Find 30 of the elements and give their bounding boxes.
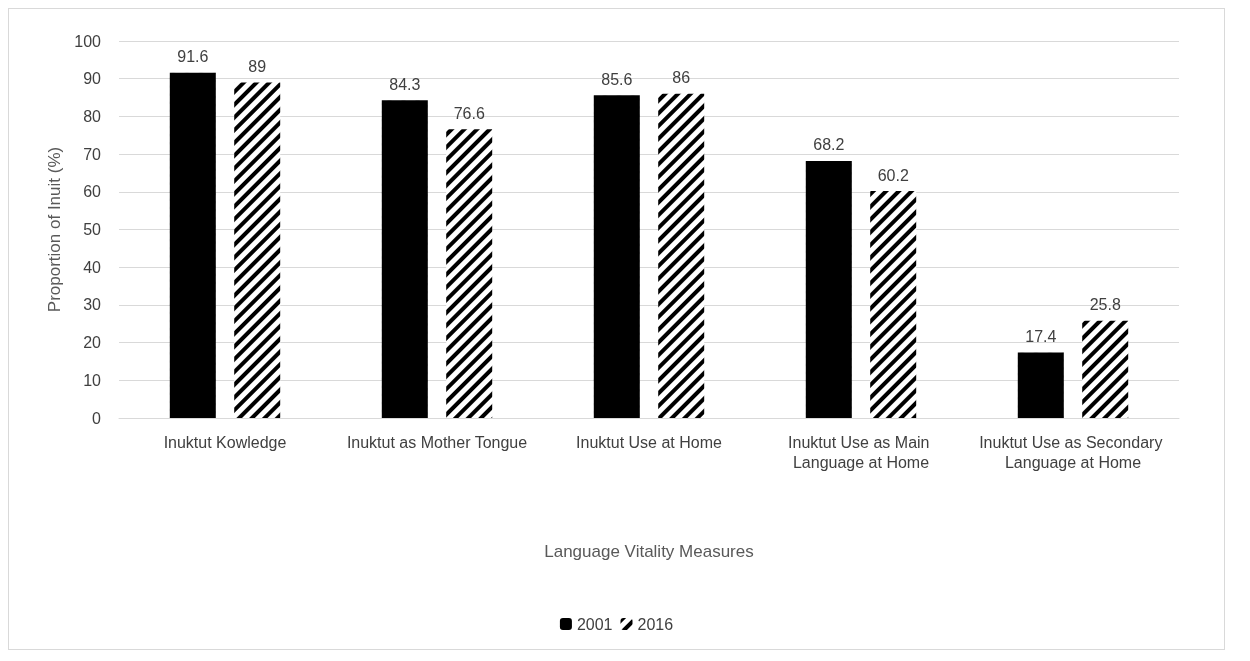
y-tick-label: 70 [83,145,102,163]
data-label: 60.2 [877,166,909,184]
y-tick-label: 10 [83,371,102,389]
y-tick-label: 50 [83,221,102,238]
x-tick-label: Inuktut Kowledge [163,433,287,451]
data-label: 86 [672,69,691,87]
data-label: 17.4 [1025,327,1057,345]
y-tick-label: 40 [83,258,102,276]
data-label: 85.6 [601,70,633,88]
x-tick-label: Inuktut Use at Home [576,433,723,451]
data-label: 89 [248,57,267,75]
data-label: 91.6 [177,48,209,66]
y-axis-title: Proportion of Inuit (%) [45,146,65,313]
legend-label: 2016 [637,615,674,633]
y-tick-label: 100 [74,32,102,50]
x-tick-label: Inuktut Use as Secondary Language at Home [979,433,1167,471]
data-label: 68.2 [813,136,845,154]
data-label: 25.8 [1089,296,1121,314]
data-label: 84.3 [389,75,421,93]
y-tick-label: 20 [83,334,102,352]
y-tick-label: 0 [92,409,102,427]
y-tick-label: 80 [83,107,102,125]
x-axis-title: Language Vitality Measures [544,542,754,561]
y-tick-label: 90 [83,70,102,88]
y-tick-label: 60 [83,183,102,201]
y-tick-label: 30 [83,296,102,314]
x-tick-label: Inuktut Use as Main Language at Home [788,433,934,471]
data-label: 76.6 [453,104,485,122]
legend-label: 2001 [576,615,613,633]
x-tick-label: Inuktut as Mother Tongue [346,433,528,451]
